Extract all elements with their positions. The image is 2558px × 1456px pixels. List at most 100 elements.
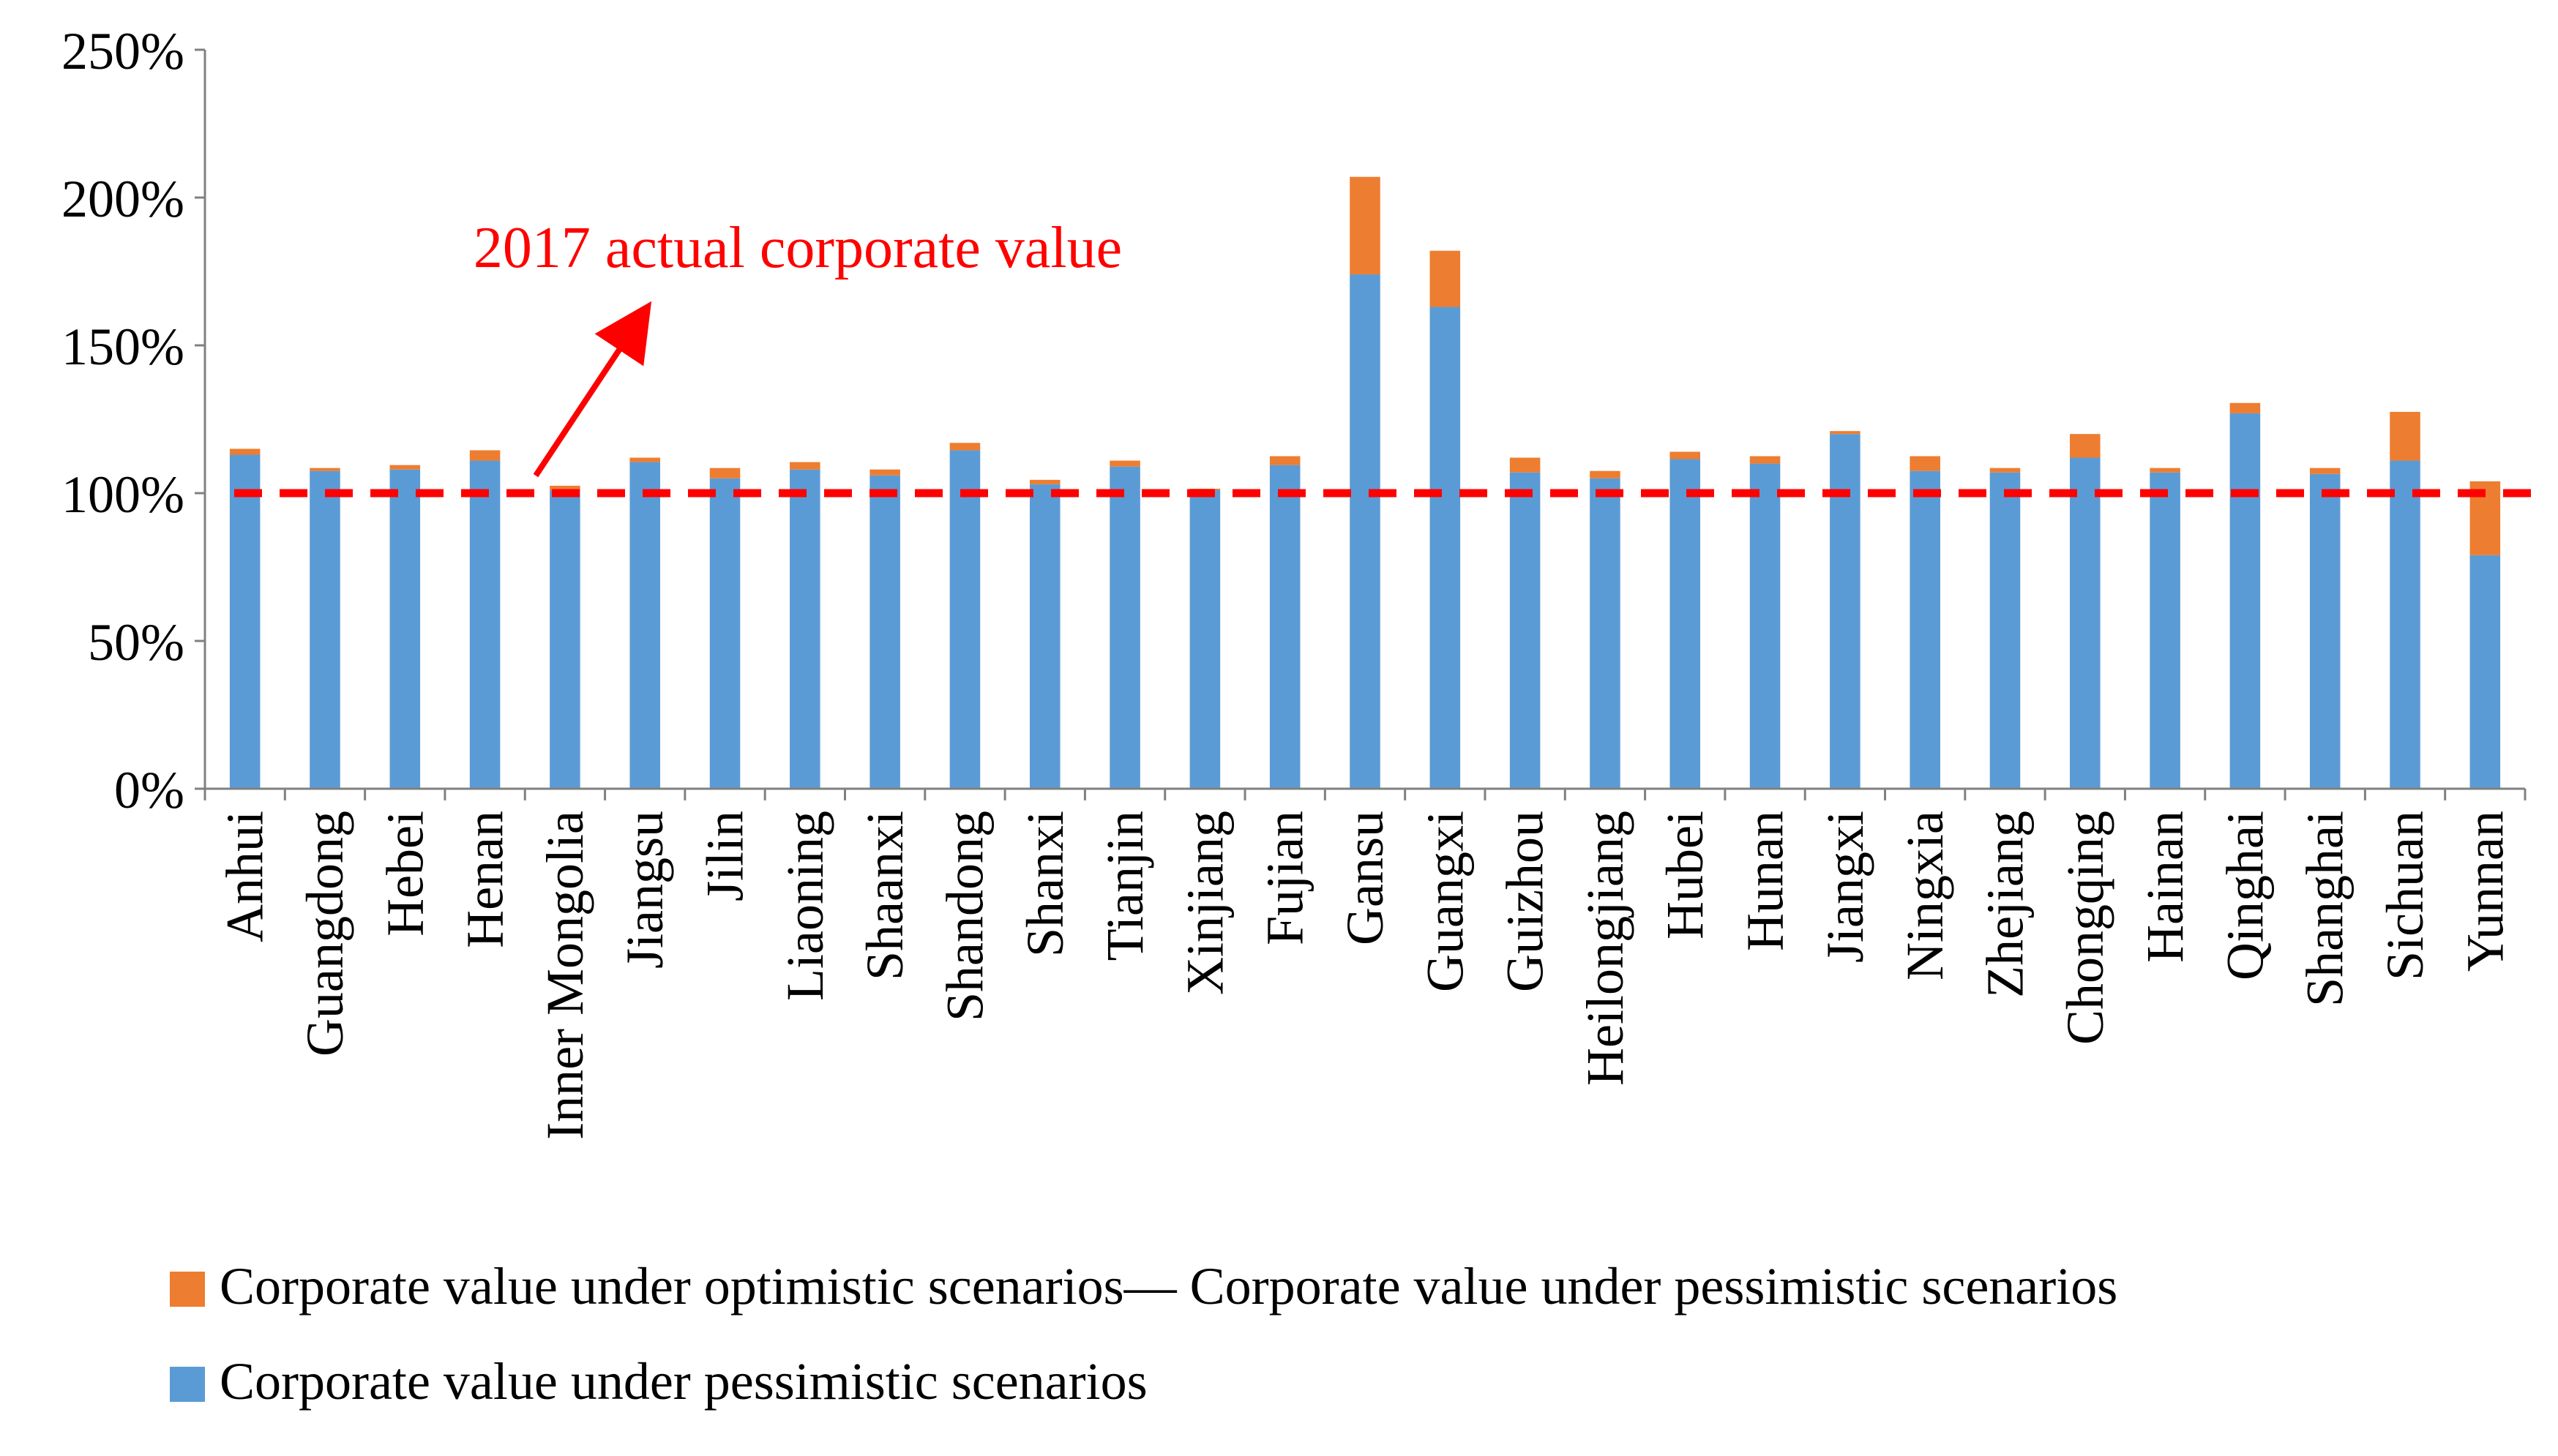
bar-pessimistic <box>2309 473 2341 789</box>
bar-optimistic-difference <box>1910 456 1940 471</box>
bar-optimistic-difference <box>2229 402 2261 413</box>
bar-optimistic-difference <box>2070 434 2101 458</box>
legend-swatch <box>170 1367 205 1402</box>
x-tick-label: Heilongjiang <box>1576 811 1634 1086</box>
x-tick-label: Xinjiang <box>1175 811 1234 995</box>
bar-optimistic-difference <box>1989 468 2021 473</box>
bar-pessimistic <box>1029 484 1061 789</box>
x-tick-label: Jiangxi <box>1816 811 1874 963</box>
x-tick-label: Guangdong <box>296 811 354 1057</box>
bar-pessimistic <box>1189 489 1221 789</box>
bar-pessimistic <box>389 469 421 789</box>
bar-optimistic-difference <box>870 469 900 476</box>
x-tick-label: Liaoning <box>776 811 834 1001</box>
y-tick-label: 250% <box>61 22 184 80</box>
annotation-arrow <box>533 301 652 478</box>
x-tick-label: Zhejiang <box>1975 811 2034 998</box>
bar-optimistic-difference <box>1110 460 1140 467</box>
bar-optimistic-difference <box>1830 431 1860 435</box>
bar-optimistic-difference <box>949 443 981 451</box>
y-tick-label: 200% <box>61 170 184 228</box>
x-tick-label: Hunan <box>1736 811 1795 951</box>
x-axis <box>203 787 2527 800</box>
bar-pessimistic <box>2070 457 2101 789</box>
bar-pessimistic <box>949 450 981 789</box>
x-tick-label: Jilin <box>696 811 755 901</box>
bar-pessimistic <box>550 489 580 789</box>
bar-optimistic-difference <box>790 462 820 470</box>
x-tick-label: Gansu <box>1336 811 1394 945</box>
x-tick-label: Shaanxi <box>856 811 914 980</box>
bar-pessimistic <box>229 454 261 789</box>
x-tick-label: Anhui <box>216 811 274 942</box>
bar-pessimistic <box>870 475 900 789</box>
bar-pessimistic <box>709 478 741 789</box>
bar-pessimistic <box>1669 459 1701 789</box>
bar-optimistic-difference <box>2150 468 2180 473</box>
x-tick-label: Shanxi <box>1016 811 1074 957</box>
x-tick-label: Shandong <box>935 811 994 1021</box>
bar-pessimistic <box>1110 466 1140 789</box>
bar-optimistic-difference <box>469 450 501 461</box>
bar-pessimistic <box>1910 470 1940 789</box>
bar-optimistic-difference <box>1509 457 1541 473</box>
x-tick-label: Inner Mongolia <box>536 811 594 1140</box>
y-axis: 0% 50% 100% 150% 200% 250% <box>61 22 206 819</box>
x-tick-label: Shanghai <box>2296 811 2355 1007</box>
bar-optimistic-difference <box>709 468 741 479</box>
y-tick-label: 50% <box>88 613 184 672</box>
bar-pessimistic <box>1429 307 1461 789</box>
x-tick-label: Chongqing <box>2056 811 2114 1045</box>
x-tick-label: Hainan <box>2136 811 2194 963</box>
x-tick-label: Tianjin <box>1096 811 1154 961</box>
y-tick-label: 150% <box>61 318 184 376</box>
legend: Corporate value under optimistic scenari… <box>170 1257 2117 1411</box>
x-tick-label: Yunnan <box>2456 811 2514 972</box>
bar-optimistic-difference <box>1429 250 1461 307</box>
bar-pessimistic <box>1590 478 1620 789</box>
bar-pessimistic <box>629 462 660 789</box>
y-tick-label: 0% <box>114 761 184 819</box>
bar-optimistic-difference <box>1749 456 1781 464</box>
bar-pessimistic <box>1269 465 1301 789</box>
x-tick-label: Jiangsu <box>616 811 674 969</box>
bar-pessimistic <box>469 460 501 789</box>
x-tick-label: Hubei <box>1656 811 1714 939</box>
bar-pessimistic <box>1749 463 1781 789</box>
bar-optimistic-difference <box>550 485 580 490</box>
bar-pessimistic <box>1989 472 2021 789</box>
bar-pessimistic <box>2390 460 2420 789</box>
bar-optimistic-difference <box>2390 411 2420 461</box>
bar-pessimistic <box>1509 472 1541 789</box>
bar-optimistic-difference <box>629 457 660 462</box>
legend-swatch <box>170 1272 205 1307</box>
legend-label: Corporate value under pessimistic scenar… <box>220 1352 1148 1411</box>
annotation-text: 2017 actual corporate value <box>474 216 1122 280</box>
x-axis-labels: Anhui Guangdong Hebei Henan Inner Mongolia Ji… <box>216 811 2515 1140</box>
x-tick-label: Henan <box>456 811 515 948</box>
x-tick-label: Guizhou <box>1496 811 1555 992</box>
bar-pessimistic <box>310 470 340 789</box>
x-tick-label: Hebei <box>375 811 434 937</box>
bar-optimistic-difference <box>2309 468 2341 474</box>
bar-optimistic-difference <box>1269 456 1301 465</box>
bar-optimistic-difference <box>1590 470 1620 479</box>
bar-pessimistic <box>2229 413 2261 789</box>
bar-optimistic-difference <box>1350 176 1380 275</box>
x-tick-label: Sichuan <box>2376 811 2434 980</box>
bar-pessimistic <box>1350 274 1380 789</box>
legend-label: Corporate value under optimistic scenari… <box>220 1257 2117 1316</box>
bar-pessimistic <box>2150 472 2180 789</box>
x-tick-label: Guangxi <box>1415 811 1474 992</box>
bar-optimistic-difference <box>229 449 261 455</box>
x-tick-label: Fujian <box>1256 811 1314 945</box>
bar-optimistic-difference <box>389 465 421 470</box>
bar-optimistic-difference <box>310 468 340 471</box>
bar-pessimistic <box>2469 555 2501 789</box>
x-tick-label: Qinghai <box>2215 811 2274 980</box>
bar-optimistic-difference <box>1029 479 1061 484</box>
y-tick-label: 100% <box>61 465 184 524</box>
bar-pessimistic <box>790 469 820 789</box>
bar-pessimistic <box>1830 434 1860 789</box>
